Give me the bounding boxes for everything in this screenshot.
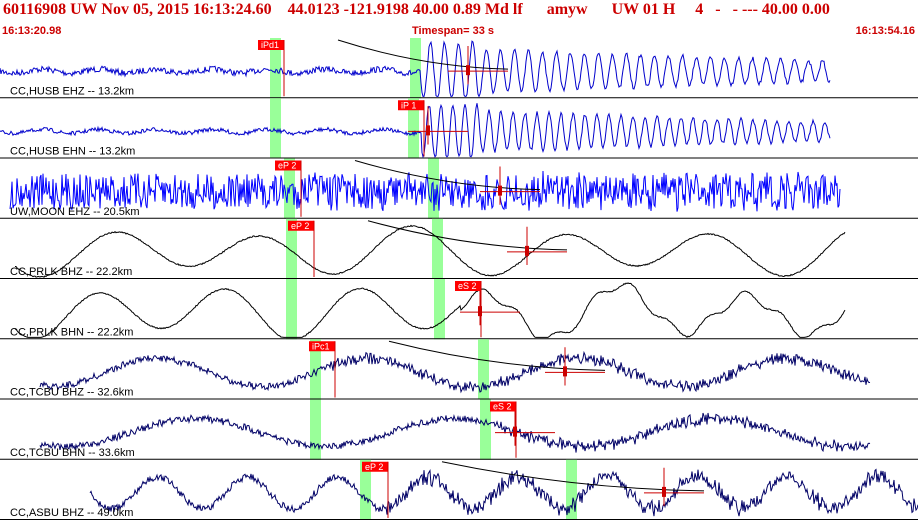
seismogram-panel[interactable]: iPd1 CC,HUSB EHZ -- 13.2km iP 1 CC,HUSB EHN…	[0, 38, 918, 520]
coda-marker-block	[563, 366, 567, 377]
waveform-trace	[89, 468, 918, 517]
waveform-trace	[15, 224, 846, 278]
phase-pick-flag[interactable]	[362, 461, 388, 472]
waveform-trace	[14, 282, 846, 339]
phase-window-marker	[478, 339, 489, 400]
end-time-label: 16:13:54.16	[855, 25, 915, 37]
trace-row[interactable]: eS 2 CC,TCBU BHN -- 33.6km	[0, 399, 918, 460]
trace-row[interactable]: eP 2 UW,MOON EHZ -- 20.5km	[0, 158, 918, 219]
travel-time-curve	[354, 160, 541, 191]
trace-row[interactable]: eP 2 CC,PRLK BHZ -- 22.2km	[0, 218, 918, 279]
phase-pick-flag[interactable]	[258, 40, 284, 50]
phase-pick-label: eS 2	[493, 402, 512, 412]
phase-window-marker	[434, 279, 445, 340]
station-channel-label: CC,HUSB EHN -- 13.2km	[10, 146, 135, 158]
waveform-trace	[39, 350, 871, 394]
station-channel-label: CC,PRLK BHN -- 22.2km	[10, 326, 133, 338]
phase-window-marker	[410, 38, 421, 99]
start-time-label: 16:13:20.98	[2, 25, 62, 37]
phase-window-marker	[270, 38, 281, 99]
phase-window-marker	[408, 98, 419, 159]
waveform-trace	[9, 170, 841, 212]
coda-marker-block	[525, 245, 529, 256]
trace-row[interactable]: eP 2 CC,ASBU BHZ -- 49.0km	[0, 459, 918, 520]
station-channel-label: UW,MOON EHZ -- 20.5km	[10, 206, 140, 218]
phase-pick-label: eP 2	[365, 462, 383, 472]
trace-row[interactable]: eS 2 CC,PRLK BHN -- 22.2km	[0, 279, 918, 340]
event-header: 60116908 UW Nov 05, 2015 16:13:24.60 44.…	[0, 0, 918, 24]
coda-marker-block	[426, 125, 430, 136]
phase-pick-label: iPd1	[261, 40, 279, 50]
waveform-trace	[0, 40, 831, 98]
coda-marker-block	[478, 306, 482, 317]
phase-pick-flag[interactable]	[398, 100, 424, 111]
station-channel-label: CC,TCBU BHZ -- 32.6km	[10, 387, 133, 399]
phase-pick-flag[interactable]	[275, 160, 301, 171]
phase-window-marker	[270, 98, 281, 159]
phase-window-marker	[566, 459, 577, 520]
trace-row[interactable]: iP 1 CC,HUSB EHN -- 13.2km	[0, 98, 918, 159]
phase-pick-flag[interactable]	[455, 281, 481, 291]
phase-window-marker	[286, 218, 297, 279]
timespan-label: Timespan= 33 s	[412, 25, 495, 37]
phase-pick-flag[interactable]	[490, 401, 516, 412]
phase-pick-label: eS 2	[458, 281, 477, 291]
phase-window-marker	[480, 399, 491, 460]
phase-pick-label: eP 2	[291, 221, 309, 231]
station-channel-label: CC,HUSB EHZ -- 13.2km	[10, 85, 134, 97]
phase-window-marker	[310, 339, 321, 400]
waveform-trace	[39, 412, 871, 453]
phase-pick-label: iPc1	[312, 341, 330, 351]
phase-window-marker	[286, 279, 297, 340]
travel-time-curve	[367, 220, 568, 251]
coda-marker-block	[498, 185, 502, 196]
phase-window-marker	[310, 399, 321, 460]
trace-row[interactable]: iPd1 CC,HUSB EHZ -- 13.2km	[0, 38, 918, 99]
coda-marker-block	[662, 486, 666, 497]
phase-pick-label: eP 2	[278, 161, 296, 171]
trace-row[interactable]: iPc1 CC,TCBU BHZ -- 32.6km	[0, 339, 918, 400]
station-channel-label: CC,PRLK BHZ -- 22.2km	[10, 266, 132, 278]
station-channel-label: CC,ASBU BHZ -- 49.0km	[10, 507, 133, 519]
travel-time-curve	[388, 340, 606, 371]
coda-marker-block	[466, 65, 470, 76]
travel-time-curve	[441, 461, 705, 492]
phase-window-marker	[360, 459, 371, 520]
phase-pick-flag[interactable]	[309, 341, 335, 352]
travel-time-curve	[337, 39, 509, 70]
station-channel-label: CC,TCBU BHN -- 33.6km	[10, 447, 135, 459]
phase-pick-flag[interactable]	[288, 220, 314, 231]
event-summary-title: 60116908 UW Nov 05, 2015 16:13:24.60 44.…	[3, 1, 830, 18]
phase-window-marker	[432, 218, 443, 279]
coda-marker-block	[513, 426, 517, 437]
phase-pick-label: iP 1	[401, 100, 416, 110]
